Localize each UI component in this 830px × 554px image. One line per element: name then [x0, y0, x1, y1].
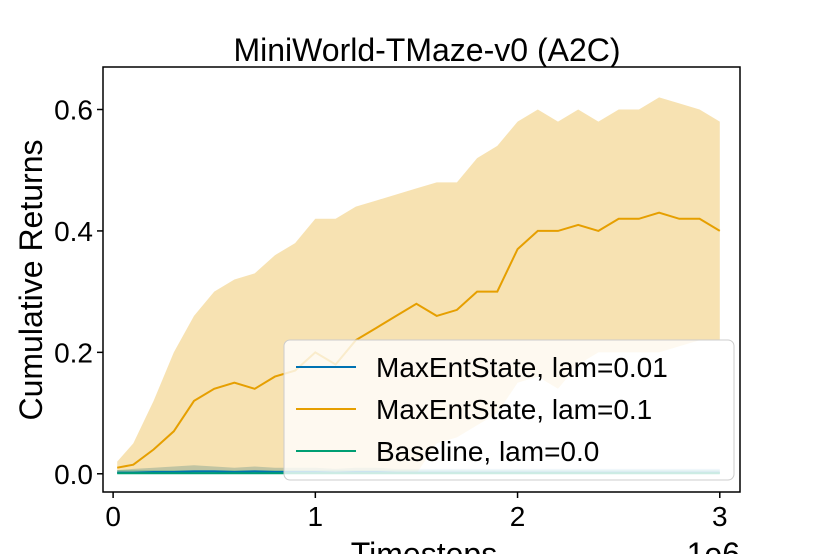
x-tick-label: 1 [308, 501, 324, 532]
x-axis-label: Timesteps [351, 536, 497, 554]
chart-title: MiniWorld-TMaze-v0 (A2C) [233, 32, 620, 68]
x-tick-label: 2 [510, 501, 526, 532]
y-axis: 0.0 0.2 0.4 0.6 [54, 95, 103, 490]
y-tick-label: 0.0 [54, 459, 93, 490]
x-tick-label: 0 [105, 501, 121, 532]
legend: MaxEntState, lam=0.01 MaxEntState, lam=0.… [283, 339, 735, 481]
x-axis-offset-label: 1e6 [687, 536, 740, 554]
x-axis: 0 1 2 3 [105, 492, 728, 532]
series-line-1 [117, 211, 721, 469]
legend-label-1: MaxEntState, lam=0.1 [376, 394, 652, 425]
legend-label-2: Baseline, lam=0.0 [376, 436, 599, 467]
y-tick-label: 0.6 [54, 95, 93, 126]
y-tick-label: 0.4 [54, 216, 93, 247]
y-axis-label: Cumulative Returns [13, 140, 49, 421]
legend-box [283, 339, 735, 481]
x-tick-label: 3 [712, 501, 728, 532]
y-tick-label: 0.2 [54, 337, 93, 368]
plot-frame [102, 66, 741, 493]
legend-label-0: MaxEntState, lam=0.01 [376, 352, 668, 383]
